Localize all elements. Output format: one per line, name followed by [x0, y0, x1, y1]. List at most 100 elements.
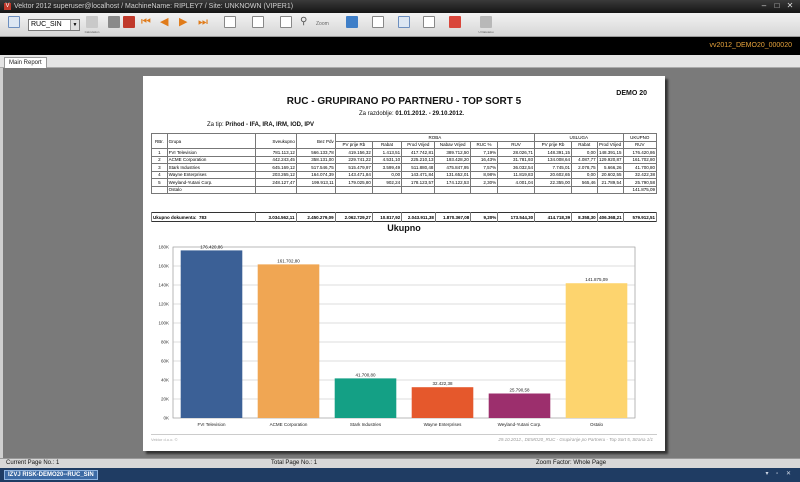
total-bez-pdv: 2.450.279,09 [295, 212, 336, 222]
table-cell-pv [334, 185, 373, 194]
total-prod: 2.043.911,38 [401, 212, 436, 222]
close-icon[interactable]: ✕ [786, 1, 794, 10]
col-header-rabat: Rabat [371, 140, 403, 149]
find-button[interactable] [396, 15, 412, 32]
first-page-icon: ⏮ [141, 16, 151, 28]
total-ruv: 173.544,30 [497, 212, 536, 222]
report-viewer[interactable]: RUC - GRUPIRANO PO PARTNERU - TOP SORT 5… [0, 68, 800, 458]
table-cell-ukupno: 161.702,80 [622, 155, 658, 164]
table-cell-upv: 20.602,65 [533, 170, 573, 179]
col-header-roba: ROBA [334, 133, 535, 142]
table-subheader-row: PV prije Rb Rabat Prod Vrijed Nabav Vrij… [152, 140, 658, 149]
table-cell-uprod: 148.391,15 [596, 148, 624, 157]
next-page-button[interactable]: ▶ [177, 15, 193, 32]
total-row: Ukupno dokumenta: 783 3.034.562,11 2.450… [151, 212, 658, 222]
export-icon [123, 16, 135, 28]
col-header-pv-prije-rb: PV prije Rb [334, 140, 373, 149]
table-cell-prod [401, 185, 436, 194]
table-cell-urabat: 0,00 [571, 170, 598, 179]
chart-bar [411, 387, 474, 418]
last-page-button[interactable]: ⏭ [196, 15, 212, 32]
export-button[interactable] [121, 15, 137, 32]
sort-select[interactable]: RUC_SIN ▼ [28, 19, 80, 31]
total-nabav: 1.870.367,08 [434, 212, 472, 222]
database-name: vv2012_DEMO20_000020 [709, 42, 792, 49]
zoom-button[interactable]: ⚲ [298, 15, 314, 32]
table-cell-grupa: Weyland-Yutani Corp. [166, 178, 257, 187]
table-cell-upv: 22.355,00 [533, 178, 573, 187]
footer-left-text: Vektor d.o.o. © [151, 437, 178, 442]
table-cell-rabat: 902,24 [371, 178, 403, 187]
find-next-button[interactable] [421, 15, 437, 32]
save-to-file-button[interactable]: U Datoteku [478, 15, 494, 34]
table-cell-ukupno: 32.422,38 [622, 170, 658, 179]
database-bar: vv2012_DEMO20_000020 [0, 37, 800, 55]
page-view-button-3[interactable] [278, 15, 294, 32]
table-cell-ukupno: 176.420,86 [622, 148, 658, 157]
taskbar-item[interactable]: IZVJ RISK-DEMO20--RUC_SIN [4, 470, 98, 480]
total-usluga-prod: 406.368,21 [596, 212, 624, 222]
footer-right-text: 29.10.2012., DEMO20_RUC - Grupiranje po … [498, 437, 653, 442]
table-cell-uprod [596, 185, 624, 194]
previous-page-button[interactable]: ◀ [158, 15, 174, 32]
company-label: DEMO 20 [616, 90, 647, 97]
report-title: RUC - GRUPIRANO PO PARTNERU - TOP SORT 5 [286, 96, 522, 107]
chart-bar [257, 264, 320, 418]
maximize-icon[interactable]: □ [774, 1, 780, 10]
first-page-button[interactable]: ⏮ [139, 15, 155, 32]
minimize-icon[interactable]: – [761, 1, 767, 10]
screen-button[interactable] [344, 15, 360, 32]
table-cell-rbr [151, 185, 168, 194]
table-cell-grupa: Ostalo [166, 185, 257, 194]
tab-main-report[interactable]: Main Report [4, 57, 47, 68]
table-cell-rabat: 4.531,10 [371, 155, 403, 164]
col-header-ruv: RUV [497, 140, 535, 149]
table-row: 4 Wayne Enterprises 203.265,12 164.074,39 14… [151, 170, 658, 179]
col-header-ukupno: UKUPNO [622, 133, 658, 142]
table-cell-nabav: 193.428,20 [434, 155, 471, 164]
total-usluga-rabat: 8.358,30 [571, 212, 598, 222]
x-tick-label: Wayne Enterprises [424, 422, 463, 427]
bar-value-label: 141.875,09 [585, 277, 608, 282]
col-header-usluga-pv: PV prije Rb [533, 140, 573, 149]
chart-plot-area [172, 246, 636, 419]
table-cell-urabat [571, 185, 598, 194]
table-cell-prod: 225.210,13 [401, 155, 436, 164]
close-report-button[interactable] [447, 15, 463, 32]
taskbar-window-controls[interactable]: ▾ ▫ ✕ [765, 471, 794, 477]
table-cell-sveukupno: 442.243,45 [255, 155, 297, 164]
y-tick-label: 120K [158, 302, 169, 307]
y-tick-label: 160K [158, 264, 169, 269]
title-bar: V Vektor 2012 superuser@localhost / Machi… [0, 0, 800, 13]
table-cell-pv: 229.741,22 [334, 155, 373, 164]
col-header-prod-vrijed: Prod Vrijed [401, 140, 436, 149]
print-button[interactable] [106, 15, 122, 32]
table-cell-nabav: 475.847,95 [434, 163, 471, 172]
col-header-grupa: Grupa [166, 133, 257, 149]
table-cell-bez_pdv: 517.546,75 [295, 163, 336, 172]
table-cell-ukupno: 41.700,80 [622, 163, 658, 172]
table-row: 2 ACME Corporation 442.243,45 358.131,00 229… [151, 155, 658, 164]
table-row: 5 Weyland-Yutani Corp. 248.127,47 199.913,1… [151, 178, 658, 187]
page-view-button-4[interactable] [370, 15, 386, 32]
table-cell-grupa: ACME Corporation [166, 155, 257, 164]
report-page: RUC - GRUPIRANO PO PARTNERU - TOP SORT 5… [143, 76, 665, 451]
y-tick-label: 40K [161, 378, 169, 383]
total-ukupno: 579.912,51 [622, 212, 658, 222]
y-tick-label: 140K [158, 283, 169, 288]
table-cell-ruc: 7,19% [469, 148, 499, 157]
table-cell-sveukupno: 781.113,12 [255, 148, 297, 157]
printer-icon [108, 16, 120, 28]
x-tick-label: Weyland-Yutani Corp. [498, 422, 542, 427]
calculation-button[interactable]: Calculation [84, 15, 100, 34]
page-view-button-1[interactable] [222, 15, 238, 32]
table-cell-rbr: 3 [151, 163, 168, 172]
chevron-down-icon: ▼ [70, 20, 79, 30]
table-cell-pv: 143.471,84 [334, 170, 373, 179]
toolbar-search-button[interactable] [6, 15, 22, 32]
page-view-button-2[interactable] [250, 15, 266, 32]
find-next-icon [423, 16, 435, 28]
bar-chart: 0K 20K 40K 60K 80K 100K 120K 140K 160K 180K 176.42… [158, 244, 636, 427]
total-label: Ukupno dokumenta: 783 [151, 212, 256, 222]
total-rabat: 10.817,92 [371, 212, 403, 222]
